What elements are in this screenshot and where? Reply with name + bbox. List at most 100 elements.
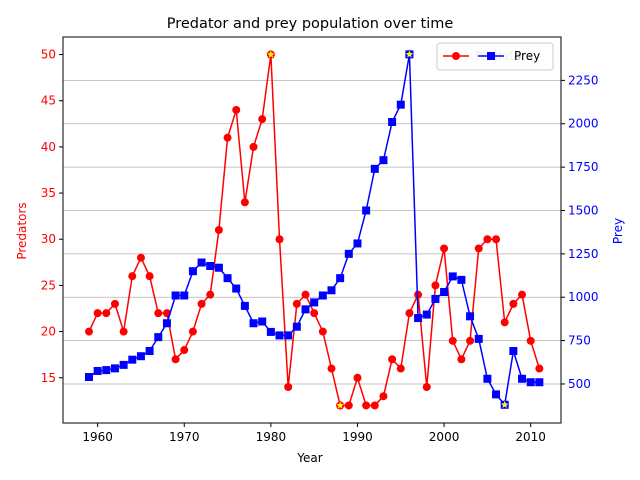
x-tick-label-1980: 1980	[256, 430, 287, 444]
y-right-tick-label-500: 500	[568, 377, 591, 391]
prey-point-1971	[188, 267, 197, 276]
predators-point-1961	[102, 309, 111, 318]
predators-point-1969	[171, 355, 180, 364]
prey-point-1973	[206, 261, 215, 270]
y-right-tick-label-2000: 2000	[568, 117, 599, 131]
predators-point-1974	[214, 226, 223, 234]
y-left-tick-label-25: 25	[41, 278, 56, 292]
x-tick-label-1960: 1960	[82, 430, 113, 444]
y-right-tick-label-1500: 1500	[568, 203, 599, 217]
predators-point-1981	[275, 235, 284, 244]
prey-highlight-star-2007	[499, 399, 510, 409]
y-right-tick-label-1250: 1250	[568, 247, 599, 261]
predators-highlight-star-1980	[265, 49, 276, 59]
legend-prey-label: Prey	[514, 49, 540, 63]
prey-point-1981	[275, 331, 284, 340]
y-right-tick-label-750: 750	[568, 334, 591, 348]
prey-point-1979	[258, 317, 267, 326]
prey-point-1962	[110, 364, 119, 373]
prey-point-1977	[240, 301, 249, 310]
prey-point-2010	[526, 378, 535, 387]
prey-point-1983	[292, 322, 301, 331]
tick-labels: 1960 1970 1980 1990 2000 2010 15 20 25 30 35 40 45 50…	[41, 48, 599, 444]
predators-point-2002	[457, 355, 466, 364]
predators-point-1964	[128, 272, 137, 281]
prey-point-1985	[310, 298, 319, 307]
prey-point-1995	[396, 100, 405, 109]
prey-point-1978	[249, 319, 258, 328]
axes	[59, 36, 565, 427]
predators-point-1973	[206, 290, 215, 299]
predators-point-2003	[466, 336, 475, 345]
prey-highlight-star-1996	[404, 49, 415, 59]
predators-point-2011	[535, 364, 544, 373]
predators-point-1994	[388, 355, 397, 364]
chart-title: Predator and prey population over time	[167, 16, 454, 32]
predators-point-1986	[318, 327, 327, 336]
predators-point-2001	[448, 336, 457, 345]
x-tick-label-2000: 2000	[429, 430, 460, 444]
predators-point-1970	[180, 346, 189, 355]
prey-point-1969	[171, 291, 180, 300]
predators-point-1992	[370, 401, 379, 410]
predators-point-1995	[396, 364, 405, 373]
prey-point-2004	[474, 334, 483, 343]
y-left-tick-label-50: 50	[41, 48, 56, 62]
prey-point-2008	[509, 347, 518, 356]
prey-point-1980	[266, 327, 275, 336]
y-left-tick-label-20: 20	[41, 325, 56, 339]
predators-point-1991	[362, 401, 371, 410]
prey-point-1959	[84, 373, 93, 382]
predators-point-2004	[474, 244, 483, 253]
predators-point-1963	[119, 327, 128, 336]
prey-point-1984	[301, 305, 310, 314]
series-line-predators	[88, 54, 541, 407]
prey-point-1992	[370, 164, 379, 173]
x-tick-label-1990: 1990	[342, 430, 373, 444]
prey-point-1989	[344, 249, 353, 258]
prey-point-2003	[466, 312, 475, 321]
prey-point-1968	[162, 319, 171, 328]
prey-point-1970	[180, 291, 189, 300]
predators-point-1996	[405, 309, 414, 318]
prey-point-1974	[214, 263, 223, 272]
predators-point-1972	[197, 299, 206, 308]
series-layer	[84, 49, 544, 410]
predators-point-1983	[292, 299, 301, 308]
prey-point-2006	[492, 390, 501, 399]
prey-point-2001	[448, 272, 457, 281]
prey-point-1987	[327, 286, 336, 295]
predators-point-1982	[284, 382, 293, 391]
predators-point-1987	[327, 364, 336, 373]
prey-point-1966	[145, 347, 154, 356]
predators-point-2009	[518, 290, 527, 299]
predators-highlight-star-1988	[335, 400, 346, 410]
predators-point-1965	[136, 253, 145, 262]
prey-point-1976	[232, 284, 241, 293]
prey-point-1993	[379, 156, 388, 165]
legend-prey-marker	[487, 52, 495, 60]
prey-point-1967	[154, 333, 163, 342]
predators-point-1977	[240, 198, 249, 207]
predators-point-1962	[110, 299, 119, 308]
prey-point-2000	[440, 288, 449, 297]
prey-point-1975	[223, 274, 232, 283]
prey-point-1961	[102, 366, 111, 375]
prey-point-1990	[353, 239, 362, 248]
predators-point-1998	[422, 382, 431, 391]
y-right-tick-label-1750: 1750	[568, 160, 599, 174]
plot-frame	[62, 36, 562, 424]
predators-point-2008	[509, 299, 518, 308]
x-tick-label-2010: 2010	[515, 430, 546, 444]
predators-point-2005	[483, 235, 492, 244]
y-left-tick-label-45: 45	[41, 94, 56, 108]
predators-point-1978	[249, 142, 258, 151]
predators-point-1985	[310, 309, 319, 318]
x-axis-label: Year	[296, 451, 322, 465]
prey-point-1999	[431, 294, 440, 303]
legend: Predators Prey	[436, 42, 554, 71]
prey-point-1960	[93, 366, 102, 375]
predators-point-1967	[154, 309, 163, 318]
x-tick-label-1970: 1970	[169, 430, 200, 444]
y-left-tick-label-35: 35	[41, 186, 56, 200]
